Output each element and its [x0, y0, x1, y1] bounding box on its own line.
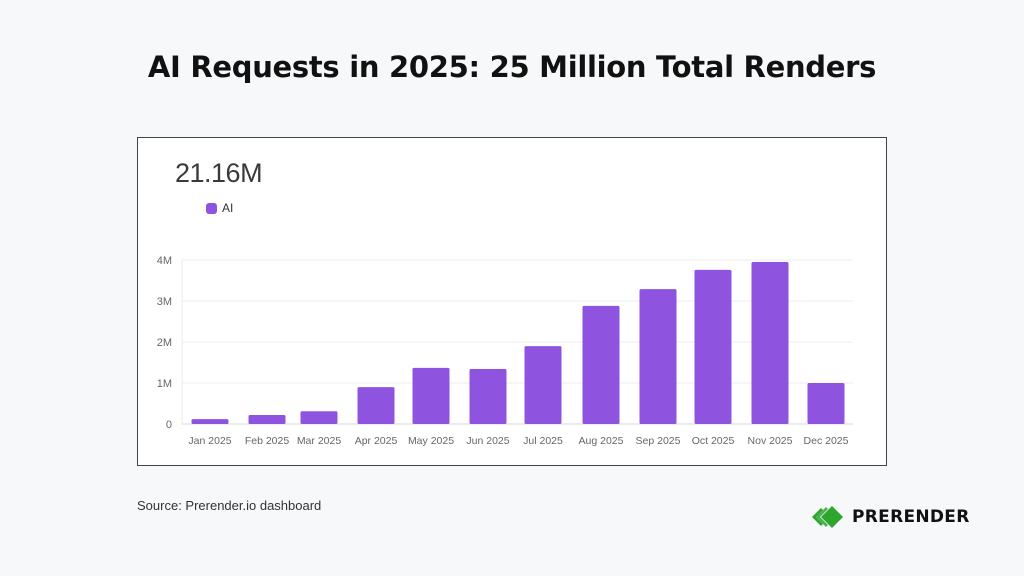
x-tick-label: Jul 2025	[523, 435, 563, 447]
x-tick-label: Oct 2025	[692, 435, 735, 447]
y-tick-label: 2M	[157, 337, 172, 349]
bar-jun-2025	[469, 369, 507, 424]
bar-oct-2025	[694, 269, 732, 424]
legend-label-ai: AI	[222, 201, 234, 215]
page-title: AI Requests in 2025: 25 Million Total Re…	[147, 50, 877, 84]
chart-legend: AI	[206, 201, 233, 215]
y-axis-ticks: 0 1M 2M 3M 4M	[157, 255, 172, 431]
x-tick-label: Nov 2025	[748, 435, 793, 447]
headline-total: 21.16M	[175, 158, 263, 188]
bar-dec-2025	[807, 383, 845, 424]
logo-text: PRERENDER	[852, 507, 970, 527]
bar-apr-2025	[357, 387, 395, 424]
y-tick-label: 4M	[157, 255, 172, 267]
x-tick-label: Sep 2025	[636, 435, 681, 447]
bar-jan-2025	[191, 419, 229, 424]
bar-nov-2025	[751, 262, 789, 424]
x-tick-label: Jun 2025	[466, 435, 509, 447]
y-tick-label: 0	[166, 419, 172, 431]
x-tick-label: Feb 2025	[245, 435, 290, 447]
prerender-diamond-icon	[812, 506, 843, 528]
x-tick-label: Dec 2025	[804, 435, 849, 447]
y-tick-label: 1M	[157, 378, 172, 390]
y-tick-label: 3M	[157, 296, 172, 308]
bar-may-2025	[412, 367, 450, 424]
x-tick-label: May 2025	[408, 435, 454, 447]
legend-swatch-ai	[206, 202, 217, 214]
bar-aug-2025	[582, 305, 620, 424]
prerender-logo: PRERENDER	[812, 506, 970, 528]
gridlines	[181, 259, 853, 425]
x-tick-label: Jan 2025	[188, 435, 231, 447]
source-note: Source: Prerender.io dashboard	[137, 498, 322, 513]
x-tick-label: Aug 2025	[579, 435, 624, 447]
bar-jul-2025	[524, 346, 562, 424]
bar-mar-2025	[300, 411, 338, 424]
x-tick-label: Mar 2025	[297, 435, 342, 447]
bars	[191, 262, 845, 424]
x-axis-ticks: Jan 2025 Feb 2025 Mar 2025 Apr 2025 May 2025…	[188, 435, 848, 447]
bar-feb-2025	[248, 414, 286, 424]
bar-sep-2025	[639, 289, 677, 424]
x-tick-label: Apr 2025	[355, 435, 398, 447]
